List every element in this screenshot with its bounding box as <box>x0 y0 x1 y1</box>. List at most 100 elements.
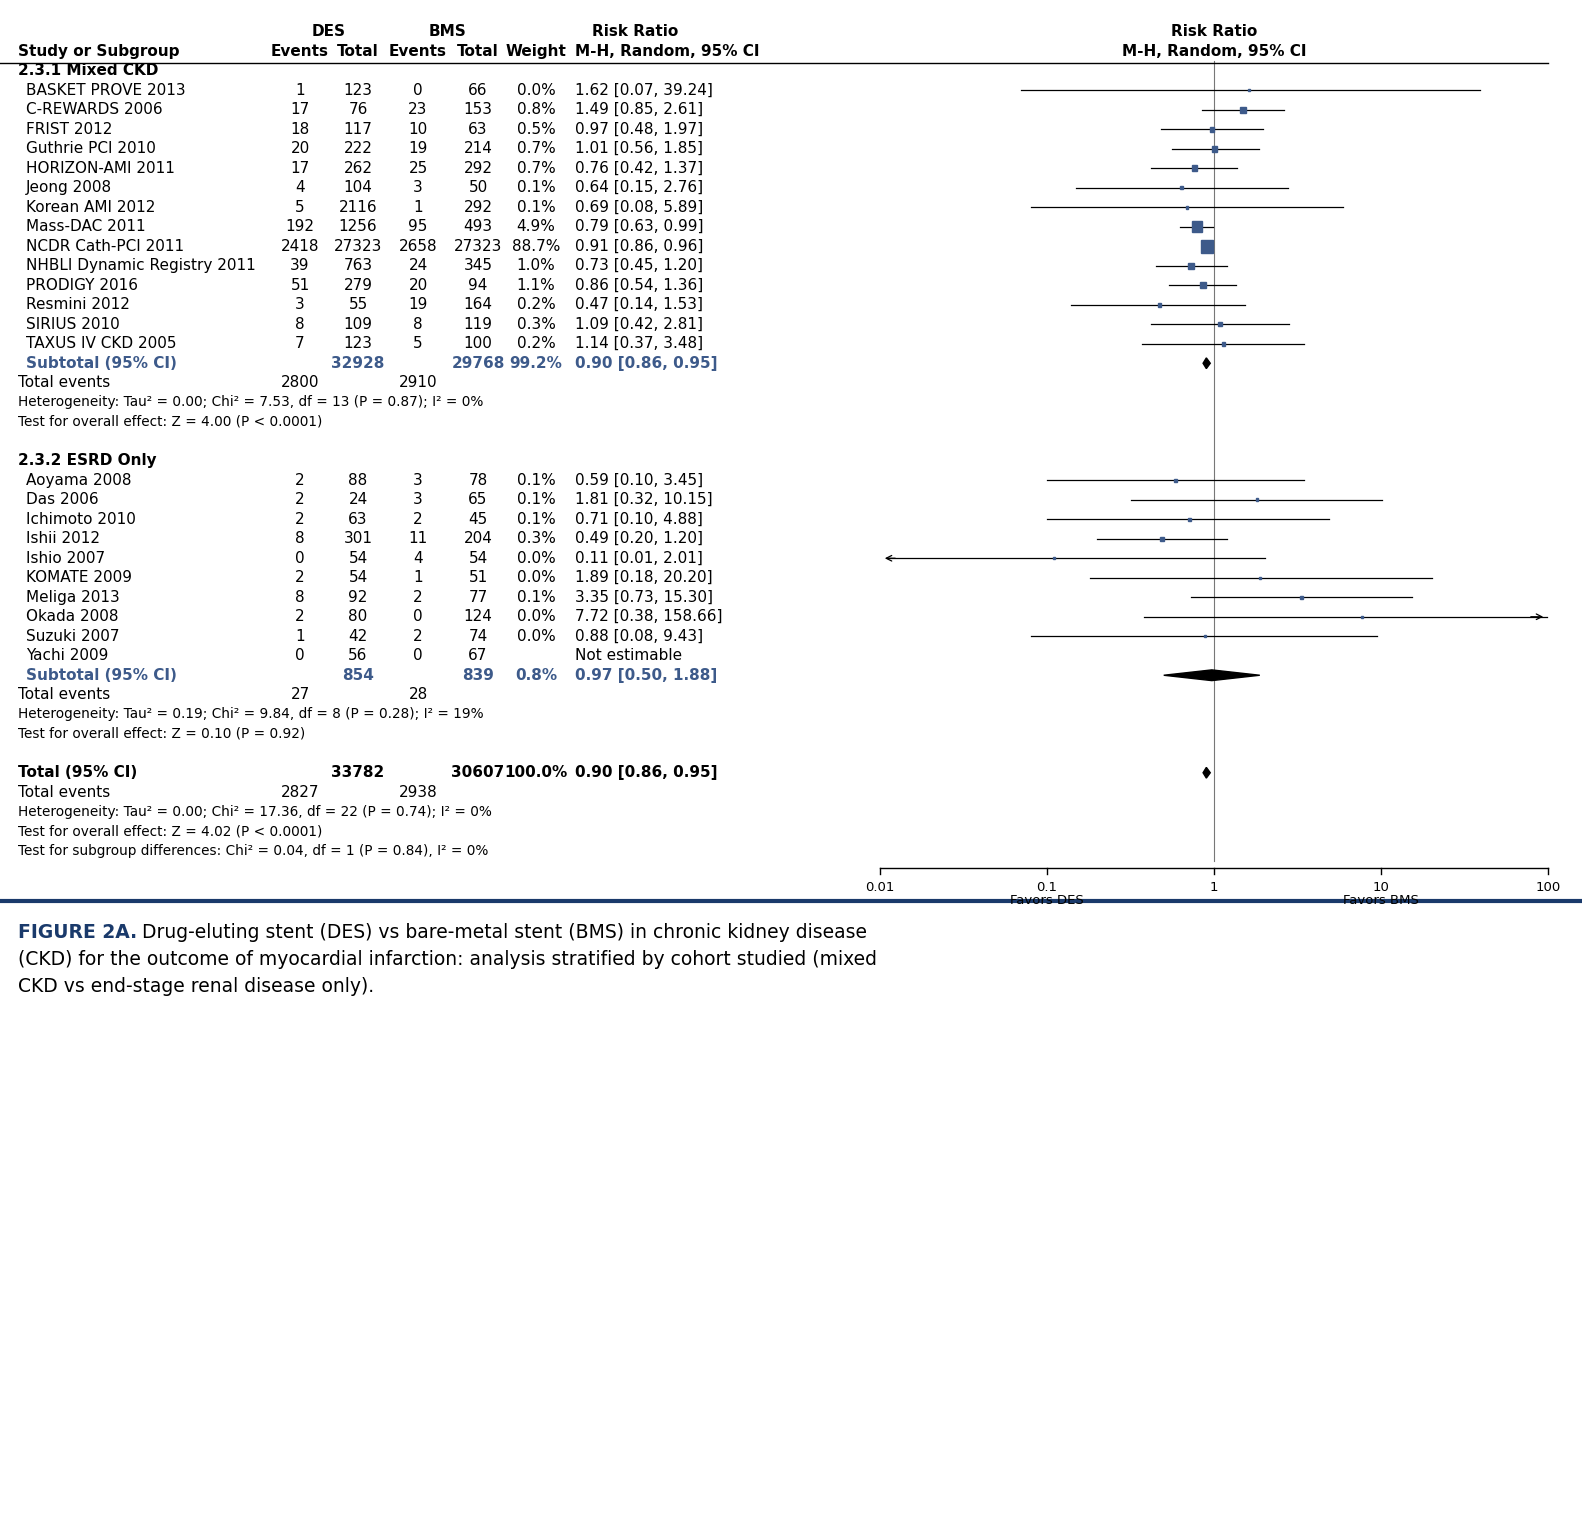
Bar <box>1240 107 1245 113</box>
Text: Risk Ratio: Risk Ratio <box>592 24 679 40</box>
Text: 0.1%: 0.1% <box>517 473 555 488</box>
Text: 7: 7 <box>296 336 305 351</box>
Text: 56: 56 <box>348 649 367 664</box>
Text: 0.1%: 0.1% <box>517 589 555 604</box>
Bar <box>1052 557 1055 560</box>
Text: Total (95% CI): Total (95% CI) <box>17 765 138 780</box>
Text: 8: 8 <box>296 317 305 331</box>
Text: 0.0%: 0.0% <box>517 551 555 566</box>
Text: 0.59 [0.10, 3.45]: 0.59 [0.10, 3.45] <box>574 473 702 488</box>
Text: Risk Ratio: Risk Ratio <box>1171 24 1258 40</box>
Text: 17: 17 <box>291 102 310 118</box>
Text: Ichimoto 2010: Ichimoto 2010 <box>25 511 136 526</box>
Text: 0: 0 <box>296 649 305 664</box>
Text: 24: 24 <box>408 258 427 273</box>
Text: 95: 95 <box>408 220 427 235</box>
Text: 0.47 [0.14, 1.53]: 0.47 [0.14, 1.53] <box>574 298 702 313</box>
Text: 2: 2 <box>296 473 305 488</box>
Text: 0.73 [0.45, 1.20]: 0.73 [0.45, 1.20] <box>574 258 702 273</box>
Bar <box>1160 537 1164 540</box>
Text: 0.2%: 0.2% <box>517 298 555 313</box>
Text: 0.8%: 0.8% <box>517 102 555 118</box>
Text: Aoyama 2008: Aoyama 2008 <box>25 473 131 488</box>
Text: 100: 100 <box>1536 881 1560 894</box>
Text: 28: 28 <box>408 687 427 702</box>
Text: 10: 10 <box>1373 881 1389 894</box>
Text: 10: 10 <box>408 122 427 137</box>
Text: 2116: 2116 <box>339 200 378 215</box>
Text: 4: 4 <box>296 180 305 195</box>
Bar <box>1218 322 1223 327</box>
Text: 0.97 [0.48, 1.97]: 0.97 [0.48, 1.97] <box>574 122 702 137</box>
Text: 1: 1 <box>1210 881 1218 894</box>
Text: 39: 39 <box>290 258 310 273</box>
Text: 77: 77 <box>468 589 487 604</box>
Text: Weight: Weight <box>506 44 566 58</box>
Text: M-H, Random, 95% CI: M-H, Random, 95% CI <box>1122 44 1307 58</box>
Text: 0.0%: 0.0% <box>517 629 555 644</box>
Text: CKD vs end-stage renal disease only).: CKD vs end-stage renal disease only). <box>17 978 373 996</box>
Text: Favors BMS: Favors BMS <box>1343 894 1419 906</box>
Text: 0.11 [0.01, 2.01]: 0.11 [0.01, 2.01] <box>574 551 702 566</box>
Text: Total events: Total events <box>17 784 111 800</box>
Bar <box>1212 146 1217 151</box>
Text: 3: 3 <box>413 473 422 488</box>
Text: C-REWARDS 2006: C-REWARDS 2006 <box>25 102 163 118</box>
Bar <box>1191 165 1196 171</box>
Bar <box>1201 240 1213 253</box>
Text: 51: 51 <box>291 278 310 293</box>
Text: 100.0%: 100.0% <box>505 765 568 780</box>
Text: 0: 0 <box>413 609 422 624</box>
Text: 1256: 1256 <box>339 220 378 235</box>
Text: KOMATE 2009: KOMATE 2009 <box>25 571 131 586</box>
Text: 1.81 [0.32, 10.15]: 1.81 [0.32, 10.15] <box>574 493 712 507</box>
Text: Heterogeneity: Tau² = 0.19; Chi² = 9.84, df = 8 (P = 0.28); I² = 19%: Heterogeneity: Tau² = 0.19; Chi² = 9.84,… <box>17 707 484 722</box>
Text: 1.49 [0.85, 2.61]: 1.49 [0.85, 2.61] <box>574 102 702 118</box>
Text: 63: 63 <box>348 511 367 526</box>
Text: 2418: 2418 <box>280 238 320 253</box>
Text: 1.1%: 1.1% <box>517 278 555 293</box>
Text: HORIZON-AMI 2011: HORIZON-AMI 2011 <box>25 160 176 175</box>
Text: 0.71 [0.10, 4.88]: 0.71 [0.10, 4.88] <box>574 511 702 526</box>
Text: 1: 1 <box>296 82 305 98</box>
Text: 88: 88 <box>348 473 367 488</box>
Text: 19: 19 <box>408 298 427 313</box>
Text: 76: 76 <box>348 102 367 118</box>
Text: 1: 1 <box>296 629 305 644</box>
Text: Total: Total <box>457 44 498 58</box>
Text: 0.64 [0.15, 2.76]: 0.64 [0.15, 2.76] <box>574 180 702 195</box>
Text: TAXUS IV CKD 2005: TAXUS IV CKD 2005 <box>25 336 177 351</box>
Text: 3: 3 <box>413 493 422 507</box>
Text: 4.9%: 4.9% <box>517 220 555 235</box>
Text: SIRIUS 2010: SIRIUS 2010 <box>25 317 120 331</box>
Text: 3: 3 <box>296 298 305 313</box>
Text: 0: 0 <box>413 649 422 664</box>
Text: 119: 119 <box>464 317 492 331</box>
Text: 0.7%: 0.7% <box>517 142 555 156</box>
Text: NCDR Cath-PCI 2011: NCDR Cath-PCI 2011 <box>25 238 184 253</box>
Text: 1.14 [0.37, 3.48]: 1.14 [0.37, 3.48] <box>574 336 702 351</box>
Bar <box>1158 302 1161 307</box>
Text: 0.1%: 0.1% <box>517 511 555 526</box>
Text: 0.91 [0.86, 0.96]: 0.91 [0.86, 0.96] <box>574 238 704 253</box>
Bar <box>1188 517 1191 520</box>
Text: 32928: 32928 <box>331 356 384 371</box>
Text: 1.62 [0.07, 39.24]: 1.62 [0.07, 39.24] <box>574 82 713 98</box>
Bar <box>1204 635 1205 638</box>
Text: 0.3%: 0.3% <box>517 317 555 331</box>
Text: 763: 763 <box>343 258 373 273</box>
Text: 92: 92 <box>348 589 367 604</box>
Text: 123: 123 <box>343 82 372 98</box>
Text: 5: 5 <box>296 200 305 215</box>
Text: 192: 192 <box>285 220 315 235</box>
Text: 0.69 [0.08, 5.89]: 0.69 [0.08, 5.89] <box>574 200 704 215</box>
Text: 854: 854 <box>342 668 373 682</box>
Text: 55: 55 <box>348 298 367 313</box>
Text: Heterogeneity: Tau² = 0.00; Chi² = 17.36, df = 22 (P = 0.74); I² = 0%: Heterogeneity: Tau² = 0.00; Chi² = 17.36… <box>17 804 492 819</box>
Text: 2: 2 <box>413 511 422 526</box>
Text: 204: 204 <box>464 531 492 546</box>
Bar <box>1191 221 1202 232</box>
Text: 1.09 [0.42, 2.81]: 1.09 [0.42, 2.81] <box>574 317 702 331</box>
Text: Subtotal (95% CI): Subtotal (95% CI) <box>25 356 177 371</box>
Text: 839: 839 <box>462 668 494 682</box>
